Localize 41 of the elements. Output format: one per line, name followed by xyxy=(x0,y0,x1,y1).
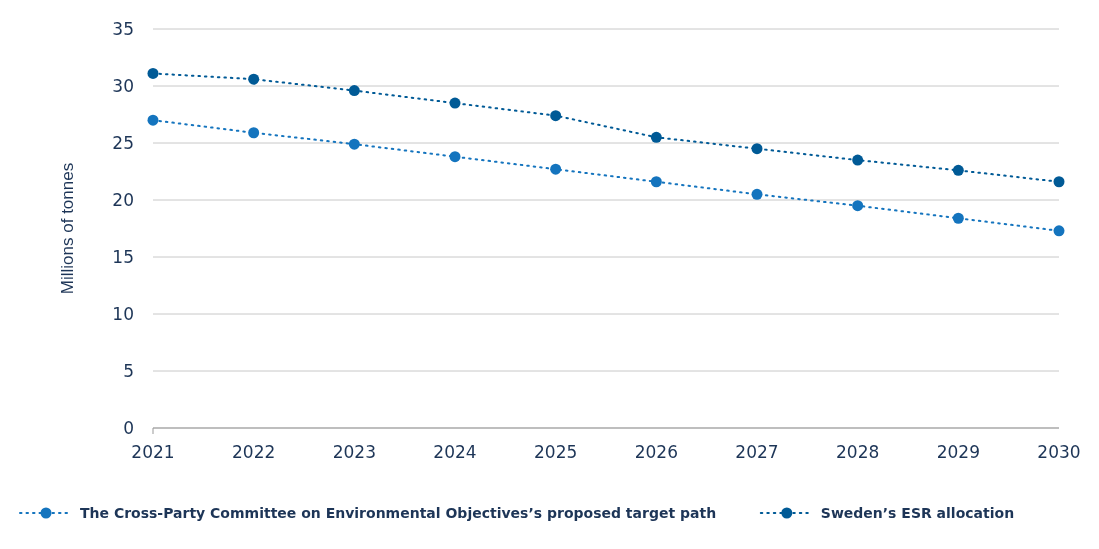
point xyxy=(147,67,159,79)
point xyxy=(952,212,964,224)
x-tick-label: 2030 xyxy=(1037,442,1081,462)
legend-label: The Cross-Party Committee on Environmental Objectives’s proposed target path xyxy=(80,504,717,521)
y-tick-label: 5 xyxy=(123,360,134,381)
point xyxy=(1053,176,1065,188)
point xyxy=(248,73,260,85)
y-tick-label: 20 xyxy=(112,189,134,210)
x-tick-label: 2022 xyxy=(232,442,276,462)
legend-label: Sweden’s ESR allocation xyxy=(820,504,1015,521)
point xyxy=(449,151,461,163)
x-tick-label: 2028 xyxy=(836,442,880,462)
point xyxy=(248,127,260,139)
point xyxy=(449,97,461,109)
y-tick-label: 0 xyxy=(123,417,134,438)
x-tick-label: 2023 xyxy=(332,442,376,462)
point xyxy=(348,138,360,150)
x-tick-label: 2025 xyxy=(534,442,578,462)
y-tick-label: 35 xyxy=(112,18,134,39)
point xyxy=(550,163,562,175)
point xyxy=(348,85,360,97)
point xyxy=(852,154,864,166)
point xyxy=(1053,225,1065,237)
point xyxy=(852,200,864,212)
point xyxy=(147,114,159,126)
y-tick-label: 25 xyxy=(112,132,134,153)
x-tick-label: 2027 xyxy=(735,442,779,462)
y-tick-label: 10 xyxy=(112,303,134,324)
point xyxy=(650,176,662,188)
point xyxy=(751,188,763,200)
point xyxy=(751,143,763,155)
x-tick-label: 2021 xyxy=(131,442,175,462)
y-axis-title: Millions of tonnes xyxy=(58,162,77,295)
y-tick-label: 15 xyxy=(112,246,134,267)
point xyxy=(952,164,964,176)
point xyxy=(650,131,662,143)
x-tick-label: 2024 xyxy=(433,442,477,462)
x-tick-label: 2026 xyxy=(634,442,678,462)
y-tick-label: 30 xyxy=(112,75,134,96)
point xyxy=(550,110,562,122)
x-tick-label: 2029 xyxy=(936,442,980,462)
